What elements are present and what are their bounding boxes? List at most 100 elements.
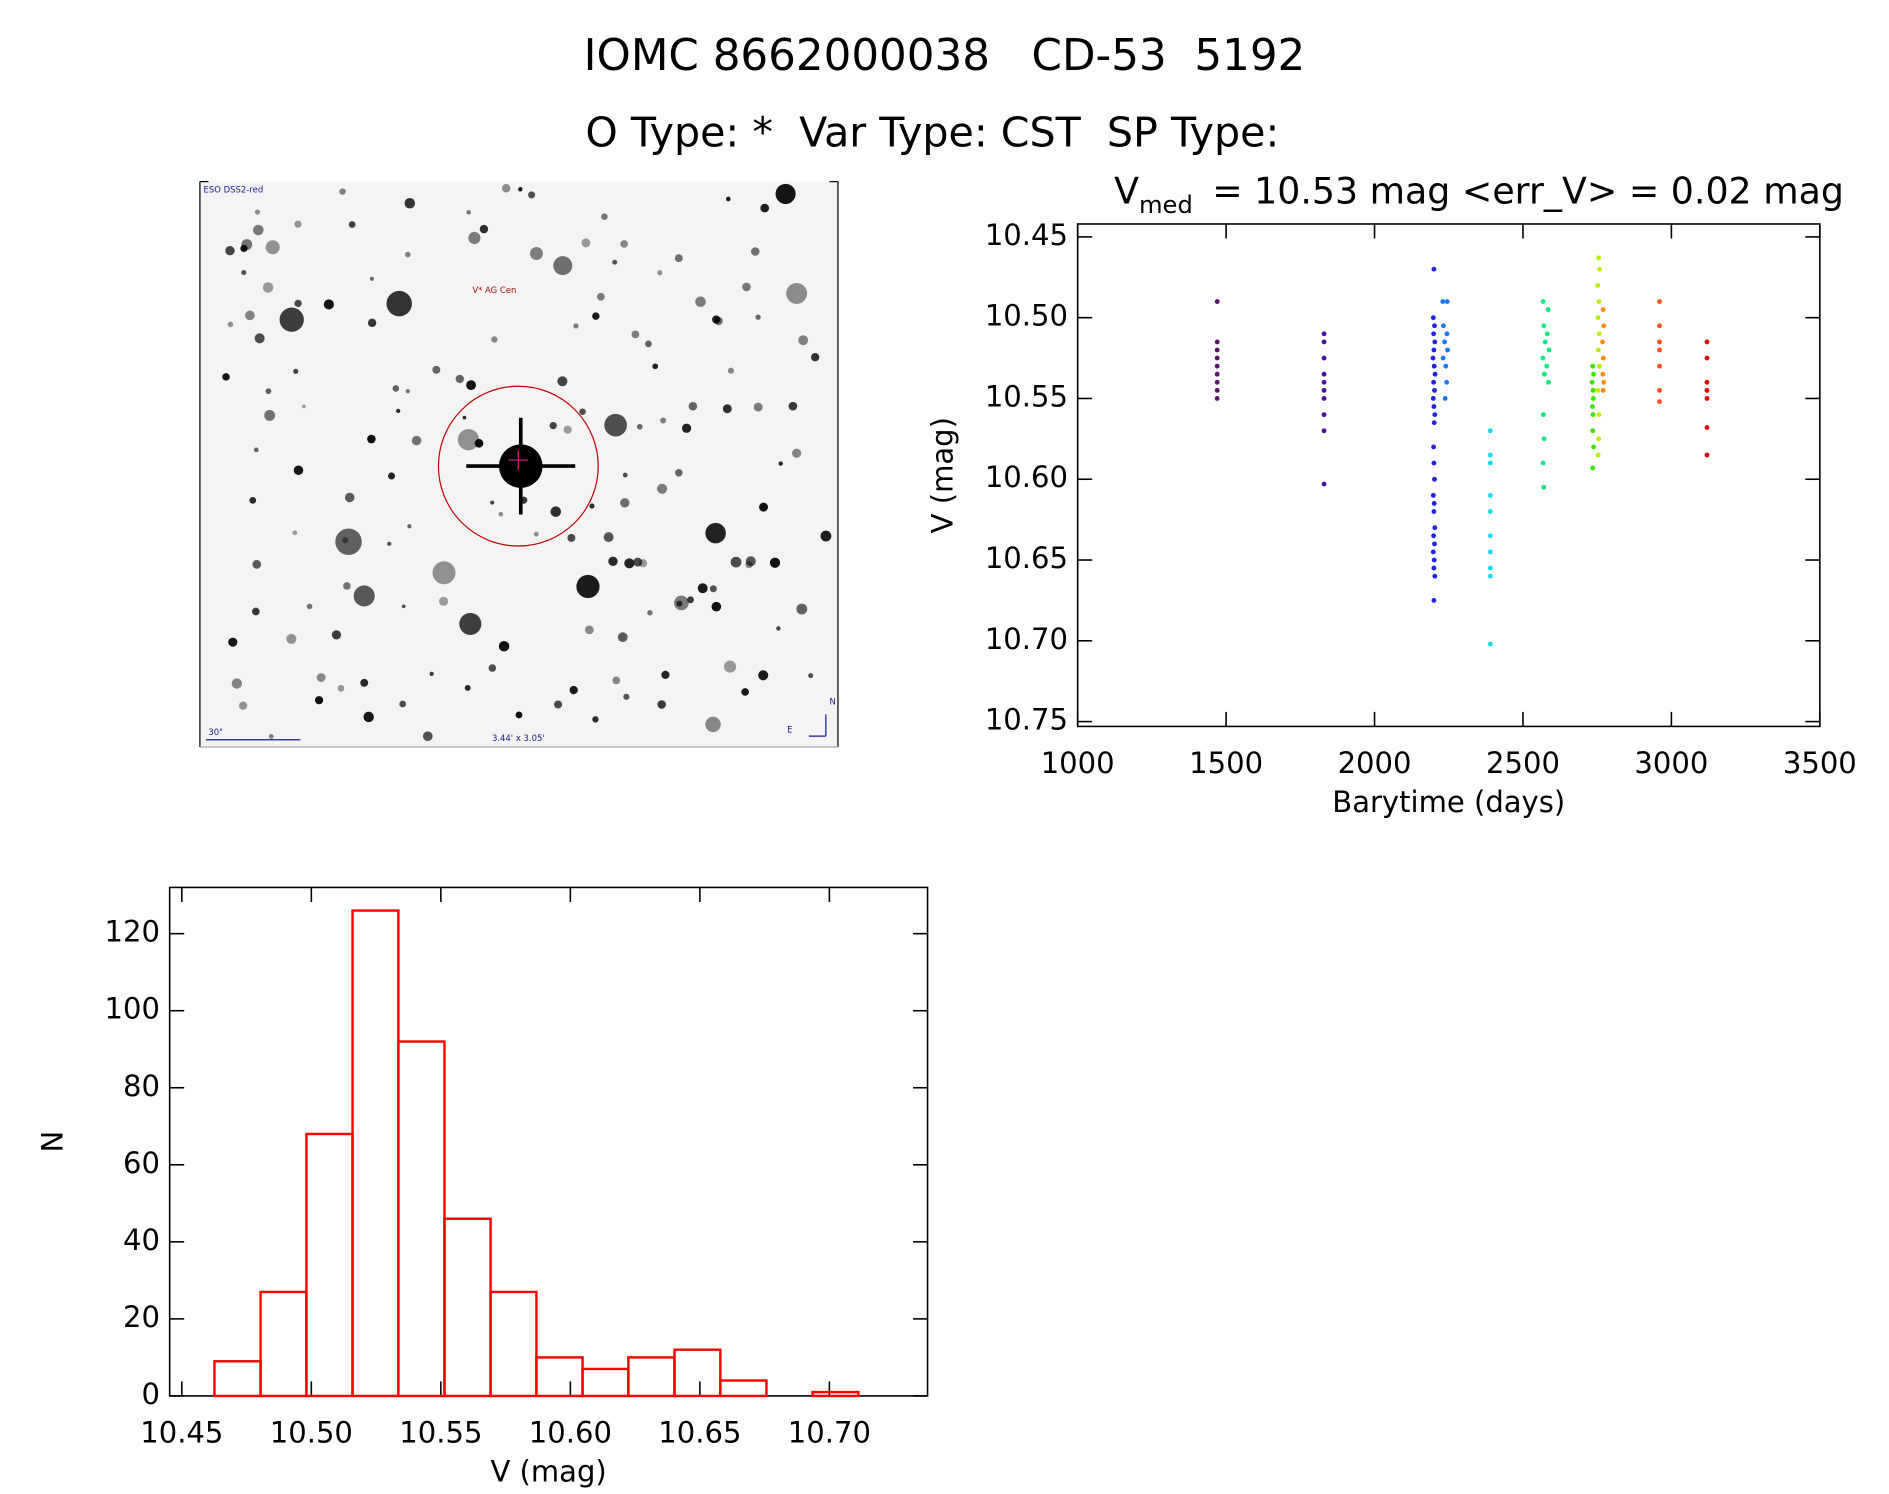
star: [576, 574, 600, 599]
star: [459, 612, 482, 635]
point: [1704, 355, 1710, 361]
point: [1431, 501, 1437, 506]
star: [592, 716, 599, 723]
star: [553, 256, 573, 276]
point: [1540, 460, 1546, 466]
star: [429, 671, 434, 676]
bar: [443, 1217, 492, 1398]
x-tick-label: 3500: [1783, 746, 1857, 780]
star: [742, 282, 751, 292]
point: [1432, 476, 1437, 482]
y-tick-label: 40: [123, 1223, 160, 1257]
bar: [581, 1367, 630, 1398]
star: [252, 560, 262, 569]
point: [1601, 379, 1607, 385]
star: [392, 385, 400, 392]
survey-label: ESO DSS2-red: [204, 185, 264, 195]
y-tick-label: 120: [105, 915, 160, 949]
star: [501, 183, 511, 193]
point: [1704, 379, 1710, 385]
star: [335, 528, 362, 556]
x-tick-label: 10.60: [529, 1416, 612, 1450]
point: [1546, 347, 1552, 353]
point: [1487, 460, 1493, 466]
point: [1540, 355, 1546, 361]
star: [464, 684, 471, 691]
y-tick-label: 10.65: [985, 541, 1068, 575]
star: [563, 425, 572, 434]
point: [1590, 363, 1596, 369]
star: [369, 276, 374, 281]
star: [592, 312, 600, 320]
point: [1544, 363, 1550, 369]
point: [1596, 331, 1602, 337]
point: [1704, 339, 1710, 345]
star: [676, 600, 683, 607]
x-tick-label: 10.55: [399, 1416, 482, 1450]
point: [1432, 541, 1437, 547]
point: [1214, 379, 1220, 385]
star: [674, 595, 689, 611]
star: [387, 472, 396, 480]
star: [808, 673, 814, 679]
plot-frame: [168, 886, 929, 1397]
point: [1214, 371, 1220, 377]
point: [1704, 396, 1710, 401]
star: [474, 438, 484, 448]
point: [1321, 428, 1327, 434]
star: [348, 221, 356, 228]
y-tick-label: 10.50: [985, 299, 1068, 333]
point: [1430, 396, 1436, 401]
star: [745, 556, 756, 567]
point: [1657, 347, 1662, 353]
star: [631, 330, 640, 339]
point: [1590, 412, 1596, 418]
point: [1443, 363, 1449, 369]
star: [589, 503, 595, 509]
star: [608, 556, 618, 567]
star: [294, 299, 302, 308]
bar: [673, 1348, 722, 1398]
point: [1431, 266, 1437, 272]
point: [1595, 452, 1601, 458]
star: [709, 585, 717, 593]
point: [1596, 436, 1602, 442]
x-axis-label: Barytime (days): [1332, 785, 1565, 819]
point: [1541, 436, 1547, 442]
point: [1600, 355, 1606, 361]
x-tick-label: 3000: [1634, 746, 1708, 780]
star: [265, 388, 272, 395]
star: [231, 678, 243, 689]
star: [265, 240, 280, 255]
scale-label: 30": [208, 727, 223, 737]
star: [405, 389, 410, 394]
point: [1591, 371, 1597, 377]
star: [612, 259, 618, 265]
star: [601, 213, 608, 220]
point: [1704, 387, 1710, 393]
star: [302, 404, 306, 409]
point: [1321, 412, 1327, 418]
star: [688, 402, 698, 411]
north-label: N: [829, 697, 835, 707]
point: [1214, 363, 1220, 369]
point: [1487, 533, 1493, 539]
star: [344, 492, 355, 503]
star: [695, 296, 706, 308]
point: [1214, 299, 1220, 304]
bar: [213, 1360, 262, 1398]
point: [1542, 339, 1548, 345]
star: [253, 224, 264, 236]
target-label: V* AG Cen: [472, 285, 516, 295]
star: [712, 315, 721, 324]
star: [798, 335, 809, 346]
point: [1540, 299, 1546, 304]
title-part: med: [1139, 191, 1193, 219]
y-tick-label: 10.75: [985, 703, 1068, 737]
point: [1541, 323, 1547, 329]
star: [661, 670, 670, 680]
star: [262, 282, 274, 293]
star: [745, 561, 753, 569]
y-tick-label: 10.45: [985, 218, 1068, 252]
